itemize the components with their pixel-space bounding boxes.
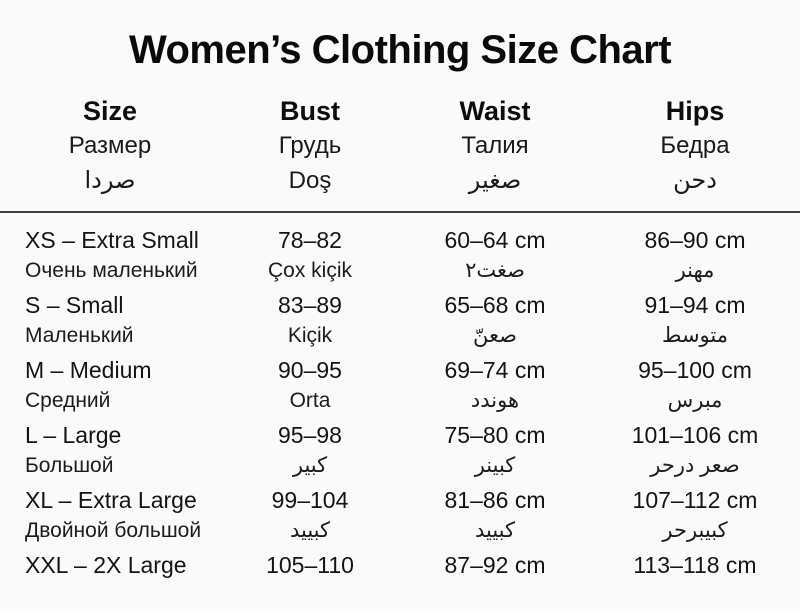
waist-cell: 60–64 cm صغت٢ xyxy=(400,224,590,286)
hips-cell: 86–90 cm مهنر xyxy=(590,224,800,286)
hips-value: 91–94 cm xyxy=(644,292,746,318)
table-row-l: L – Large Большой 95–98 كبير 75–80 cm كب… xyxy=(0,416,800,481)
table-row-xl: XL – Extra Large Двойной большой 99–104 … xyxy=(0,481,800,546)
bust-translation: Çox kiçik xyxy=(267,259,352,282)
bust-value: 99–104 xyxy=(271,487,349,513)
hips-translation: متوسط xyxy=(662,324,728,347)
waist-value: 60–64 cm xyxy=(444,227,546,253)
size-translation: Очень маленький xyxy=(25,259,198,282)
header-waist-alt: صغير xyxy=(468,167,522,194)
hips-value: 113–118 cm xyxy=(633,552,757,578)
waist-translation: صغت٢ xyxy=(465,259,525,282)
size-cell: M – Medium Средний xyxy=(0,354,220,416)
header-bust-alt: Doş xyxy=(288,167,332,194)
hips-value: 86–90 cm xyxy=(644,227,746,253)
waist-value: 75–80 cm xyxy=(444,422,546,448)
hips-cell: 91–94 cm متوسط xyxy=(590,289,800,351)
hips-cell: 107–112 cm كبيبرحر xyxy=(590,484,800,546)
bust-value: 83–89 xyxy=(278,292,342,318)
hips-translation: كبيبرحر xyxy=(662,519,728,542)
header-waist-ru: Талия xyxy=(461,132,529,159)
header-size-en: Size xyxy=(82,96,138,126)
table-row-xs: XS – Extra Small Очень маленький 78–82 Ç… xyxy=(0,221,800,286)
hips-cell: 101–106 cm صعر درحر xyxy=(590,419,800,481)
bust-translation: Kiçik xyxy=(287,324,333,347)
header-col-size: Size Размер صردا xyxy=(0,93,220,199)
page-title: Women’s Clothing Size Chart xyxy=(128,28,672,72)
bust-cell: 105–110 xyxy=(220,549,400,611)
waist-value: 69–74 cm xyxy=(444,357,546,383)
header-bust-ru: Грудь xyxy=(278,132,342,159)
header-hips-en: Hips xyxy=(665,96,725,126)
bust-cell: 78–82 Çox kiçik xyxy=(220,224,400,286)
header-size-alt: صردا xyxy=(84,167,136,194)
waist-translation: كبييد xyxy=(474,519,516,542)
size-cell: XXL – 2X Large xyxy=(0,549,220,611)
header-size-ru: Размер xyxy=(68,132,152,159)
bust-translation: كبير xyxy=(292,454,328,477)
size-cell: XS – Extra Small Очень маленький xyxy=(0,224,220,286)
waist-value: 81–86 cm xyxy=(444,487,546,513)
hips-translation: صعر درحر xyxy=(650,454,740,477)
header-hips-ru: Бедра xyxy=(660,132,730,159)
waist-value: 87–92 cm xyxy=(444,552,546,578)
header-col-bust: Bust Грудь Doş xyxy=(220,93,400,199)
waist-cell: 87–92 cm xyxy=(400,549,590,611)
hips-value: 101–106 cm xyxy=(631,422,759,448)
size-cell: XL – Extra Large Двойной большой xyxy=(0,484,220,546)
table-row-s: S – Small Маленький 83–89 Kiçik 65–68 cm… xyxy=(0,286,800,351)
bust-cell: 90–95 Orta xyxy=(220,354,400,416)
size-value: M – Medium xyxy=(25,357,152,383)
size-value: XXL – 2X Large xyxy=(25,552,187,578)
hips-translation: مبرس xyxy=(667,389,723,412)
bust-value: 90–95 xyxy=(278,357,342,383)
bust-value: 105–110 xyxy=(266,552,354,578)
header-bust-en: Bust xyxy=(280,96,340,126)
waist-translation: كبينر xyxy=(474,454,516,477)
size-translation: Большой xyxy=(25,454,114,477)
header-waist-en: Waist xyxy=(459,96,531,126)
waist-cell: 75–80 cm كبينر xyxy=(400,419,590,481)
header-col-hips: Hips Бедра دحن xyxy=(590,93,800,199)
waist-value: 65–68 cm xyxy=(444,292,546,318)
size-cell: S – Small Маленький xyxy=(0,289,220,351)
size-cell: L – Large Большой xyxy=(0,419,220,481)
table-header: Size Размер صردا Bust Грудь Doş Waist Та… xyxy=(0,93,800,199)
size-value: XL – Extra Large xyxy=(25,487,197,513)
bust-cell: 99–104 كبييد xyxy=(220,484,400,546)
hips-cell: 95–100 cm مبرس xyxy=(590,354,800,416)
waist-cell: 65–68 cm صعنّ xyxy=(400,289,590,351)
hips-translation: مهنر xyxy=(675,259,715,282)
header-hips-alt: دحن xyxy=(673,167,717,194)
bust-translation: كبييد xyxy=(289,519,331,542)
size-value: S – Small xyxy=(25,292,124,318)
size-value: XS – Extra Small xyxy=(25,227,199,253)
table-row-m: M – Medium Средний 90–95 Orta 69–74 cm ه… xyxy=(0,351,800,416)
header-col-waist: Waist Талия صغير xyxy=(400,93,590,199)
size-value: L – Large xyxy=(25,422,122,448)
bust-value: 95–98 xyxy=(278,422,342,448)
header-divider xyxy=(0,211,800,213)
size-translation: Маленький xyxy=(25,324,134,347)
table-row-xxl: XXL – 2X Large 105–110 87–92 cm 113–118 … xyxy=(0,546,800,611)
hips-value: 95–100 cm xyxy=(638,357,752,383)
bust-value: 78–82 xyxy=(278,227,342,253)
size-table: XS – Extra Small Очень маленький 78–82 Ç… xyxy=(0,213,800,611)
hips-value: 107–112 cm xyxy=(632,487,758,513)
waist-translation: صعنّ xyxy=(473,324,517,347)
hips-cell: 113–118 cm xyxy=(590,549,800,611)
bust-cell: 95–98 كبير xyxy=(220,419,400,481)
size-translation: Двойной большой xyxy=(25,519,202,542)
waist-cell: 69–74 cm هوندد xyxy=(400,354,590,416)
size-translation: Средний xyxy=(25,389,111,412)
bust-cell: 83–89 Kiçik xyxy=(220,289,400,351)
waist-cell: 81–86 cm كبييد xyxy=(400,484,590,546)
bust-translation: Orta xyxy=(289,389,331,412)
waist-translation: هوندد xyxy=(470,389,520,412)
